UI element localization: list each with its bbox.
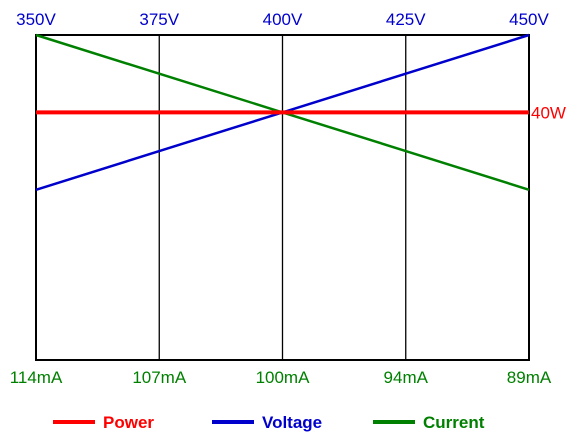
bottom-tick-label: 114mA bbox=[10, 368, 63, 387]
legend-label-voltage: Voltage bbox=[262, 413, 322, 432]
bottom-tick-label: 89mA bbox=[507, 368, 552, 387]
top-tick-label: 425V bbox=[386, 10, 426, 29]
power-value-annotation: 40W bbox=[531, 103, 566, 122]
chart-series bbox=[35, 33, 530, 191]
top-tick-label: 400V bbox=[263, 10, 303, 29]
bottom-tick-label: 107mA bbox=[132, 368, 187, 387]
bottom-tick-label: 100mA bbox=[256, 368, 311, 387]
top-tick-label: 375V bbox=[139, 10, 179, 29]
chart-grid bbox=[158, 35, 407, 360]
top-axis-ticks: 350V 375V 400V 425V 450V bbox=[16, 10, 549, 29]
bottom-tick-label: 94mA bbox=[384, 368, 429, 387]
legend-label-power: Power bbox=[103, 413, 154, 432]
top-tick-label: 350V bbox=[16, 10, 56, 29]
top-tick-label: 450V bbox=[509, 10, 549, 29]
legend-label-current: Current bbox=[423, 413, 485, 432]
plot-frame bbox=[35, 34, 530, 361]
chart-annotations: 40W bbox=[531, 103, 566, 122]
chart-legend: Power Voltage Current bbox=[53, 413, 485, 432]
bottom-axis-ticks: 114mA 107mA 100mA 94mA 89mA bbox=[10, 368, 552, 387]
